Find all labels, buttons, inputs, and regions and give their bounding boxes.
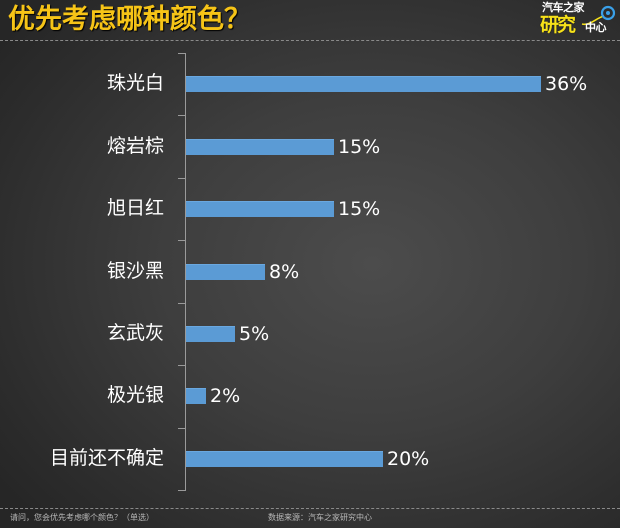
y-axis-tick bbox=[178, 490, 186, 491]
y-axis-line bbox=[185, 53, 186, 490]
logo-text-line2: 研究 bbox=[540, 14, 576, 36]
y-axis-tick bbox=[178, 115, 186, 116]
survey-question-note: 请问，您会优先考虑哪个颜色？（单选） bbox=[10, 513, 154, 522]
logo-text-line3: 中心 bbox=[585, 21, 607, 34]
value-label: 36% bbox=[545, 73, 588, 95]
header-divider bbox=[0, 40, 620, 41]
value-label: 15% bbox=[338, 136, 381, 158]
logo-text-line1: 汽车之家 bbox=[542, 1, 585, 14]
bar bbox=[186, 326, 235, 342]
category-label: 玄武灰 bbox=[106, 322, 164, 344]
bar bbox=[186, 264, 265, 280]
autohome-research-logo: 汽车之家 研究 中心 bbox=[540, 2, 616, 38]
bar bbox=[186, 388, 206, 404]
bar bbox=[186, 451, 383, 467]
y-axis-tick bbox=[178, 240, 186, 241]
value-label: 8% bbox=[269, 261, 300, 283]
category-label: 珠光白 bbox=[106, 72, 164, 94]
value-label: 5% bbox=[239, 323, 270, 345]
category-label: 目前还不确定 bbox=[49, 447, 164, 469]
y-axis-tick bbox=[178, 178, 186, 179]
y-axis-tick bbox=[178, 303, 186, 304]
y-axis-tick bbox=[178, 53, 186, 54]
y-axis-tick bbox=[178, 428, 186, 429]
category-label: 极光银 bbox=[106, 384, 164, 406]
swoosh-circle-icon bbox=[581, 5, 616, 26]
bar bbox=[186, 139, 334, 155]
y-axis-tick bbox=[178, 365, 186, 366]
footer-divider bbox=[0, 508, 620, 509]
value-label: 15% bbox=[338, 198, 381, 220]
data-source-note: 数据来源：汽车之家研究中心 bbox=[268, 513, 372, 522]
category-label: 熔岩棕 bbox=[106, 135, 164, 157]
chart-title: 优先考虑哪种颜色？ bbox=[8, 4, 251, 35]
value-label: 2% bbox=[210, 385, 241, 407]
category-label: 旭日红 bbox=[106, 197, 164, 219]
bar bbox=[186, 76, 541, 92]
value-label: 20% bbox=[387, 448, 430, 470]
bar bbox=[186, 201, 334, 217]
category-label: 银沙黑 bbox=[106, 260, 164, 282]
